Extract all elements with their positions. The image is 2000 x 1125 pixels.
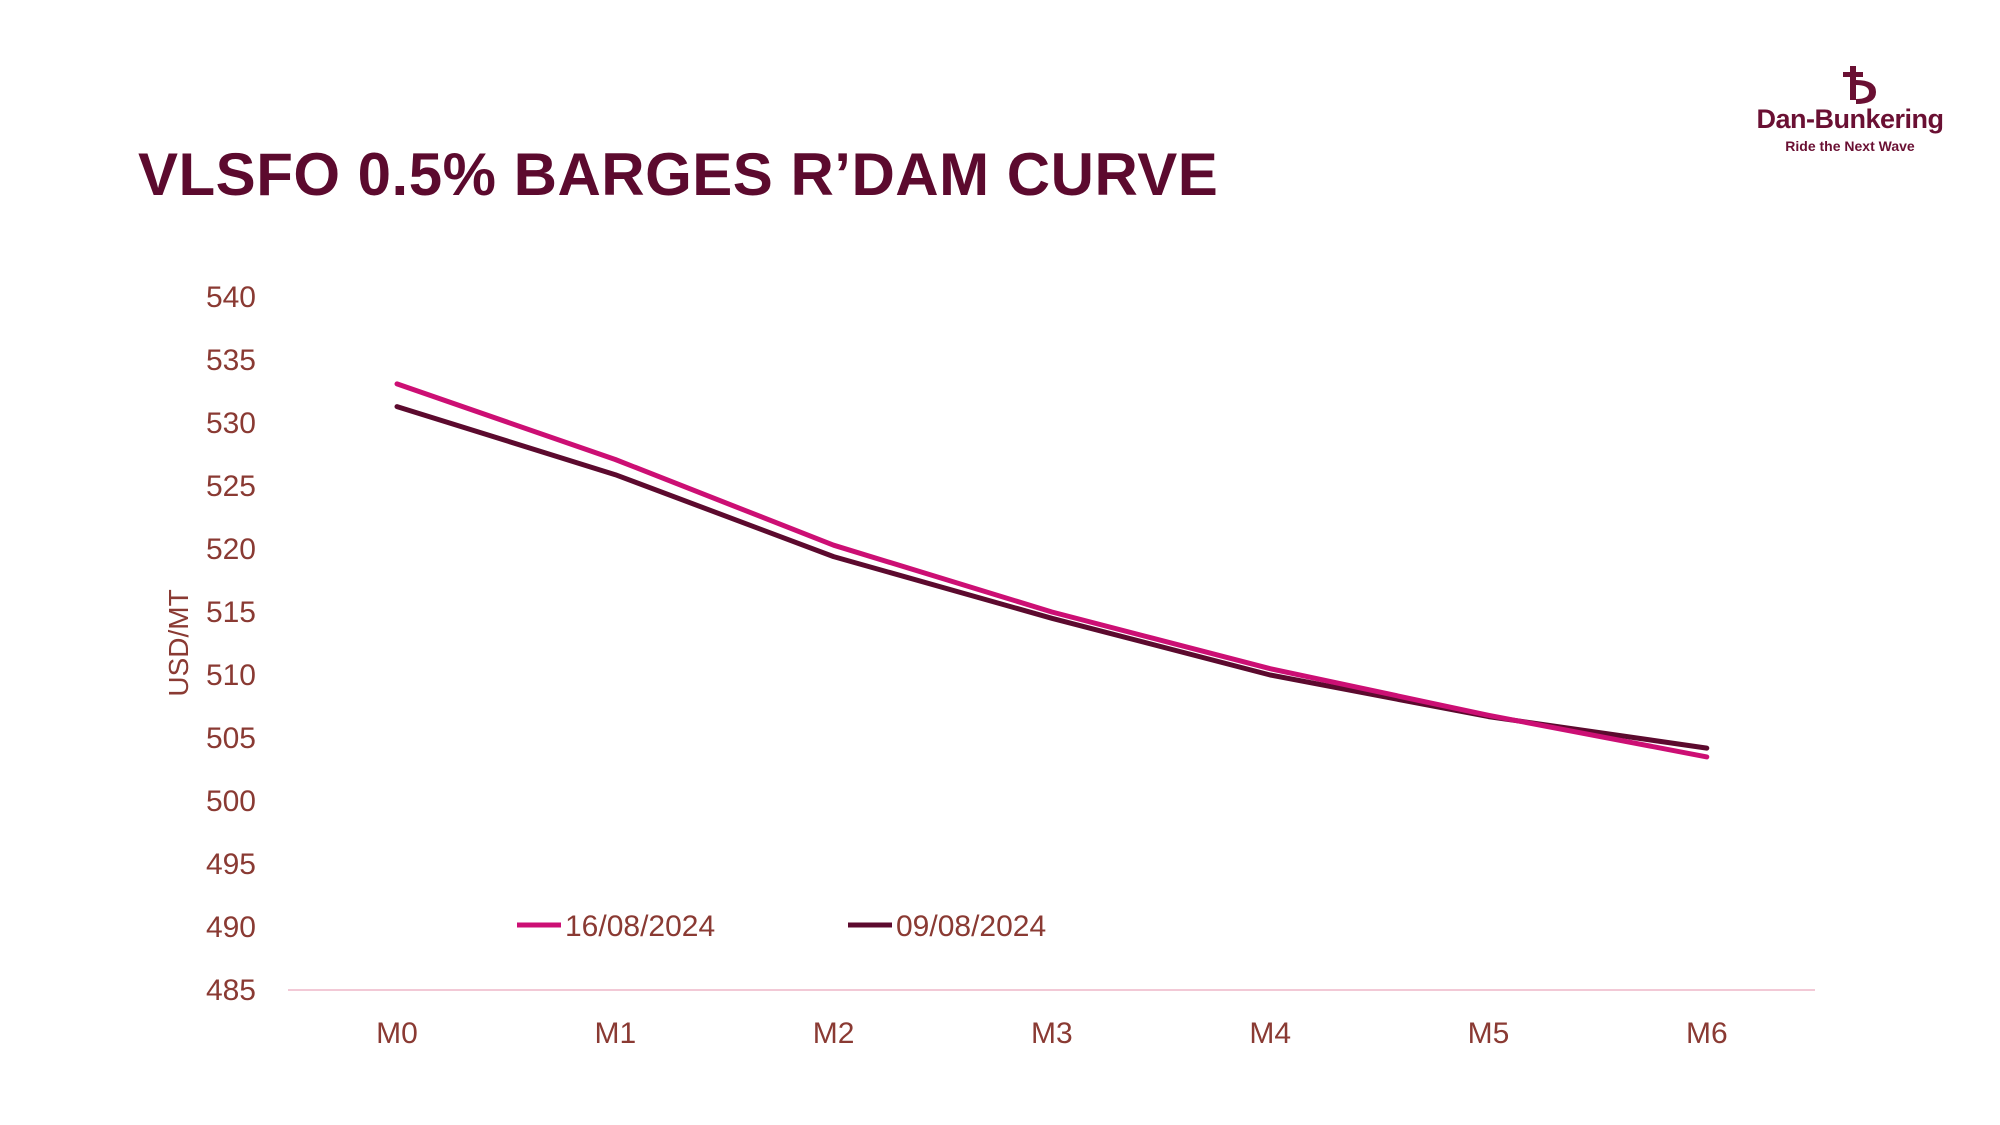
logo-tagline: Ride the Next Wave xyxy=(1785,138,1915,154)
x-tick-label: M0 xyxy=(376,1017,418,1050)
y-tick-label: 530 xyxy=(206,407,256,440)
x-tick-label: M1 xyxy=(594,1017,636,1050)
x-tick-label: M4 xyxy=(1249,1017,1291,1050)
x-axis-ticks: M0 M1 M2 M3 M4 M5 M6 xyxy=(376,1017,1727,1050)
series-line xyxy=(394,381,1710,760)
y-axis-title: USD/MT xyxy=(163,589,194,696)
y-tick-label: 515 xyxy=(206,596,256,629)
y-tick-label: 510 xyxy=(206,659,256,692)
series-lines xyxy=(394,381,1710,760)
y-tick-label: 525 xyxy=(206,470,256,503)
y-tick-label: 490 xyxy=(206,911,256,944)
legend: 16/08/2024 09/08/2024 xyxy=(517,910,1046,943)
y-tick-label: 535 xyxy=(206,344,256,377)
y-tick-label: 540 xyxy=(206,281,256,314)
y-tick-label: 495 xyxy=(206,848,256,881)
y-tick-label: 520 xyxy=(206,533,256,566)
legend-label: 16/08/2024 xyxy=(565,910,715,943)
logo-name: Dan-Bunkering xyxy=(1756,104,1944,134)
page-title: VLSFO 0.5% BARGES R’DAM CURVE xyxy=(138,141,1219,208)
x-tick-label: M5 xyxy=(1468,1017,1510,1050)
y-tick-label: 485 xyxy=(206,974,256,1007)
y-tick-label: 500 xyxy=(206,785,256,818)
y-tick-label: 505 xyxy=(206,722,256,755)
x-tick-label: M3 xyxy=(1031,1017,1073,1050)
x-tick-label: M6 xyxy=(1686,1017,1728,1050)
series-line xyxy=(394,404,1710,751)
y-axis-ticks: 540 535 530 525 520 515 510 505 500 495 490 485 xyxy=(206,281,256,1007)
x-tick-label: M2 xyxy=(813,1017,855,1050)
legend-label: 09/08/2024 xyxy=(896,910,1046,943)
brand-logo: Dan-Bunkering Ride the Next Wave xyxy=(1740,66,1960,156)
anchor-icon xyxy=(1843,66,1876,104)
